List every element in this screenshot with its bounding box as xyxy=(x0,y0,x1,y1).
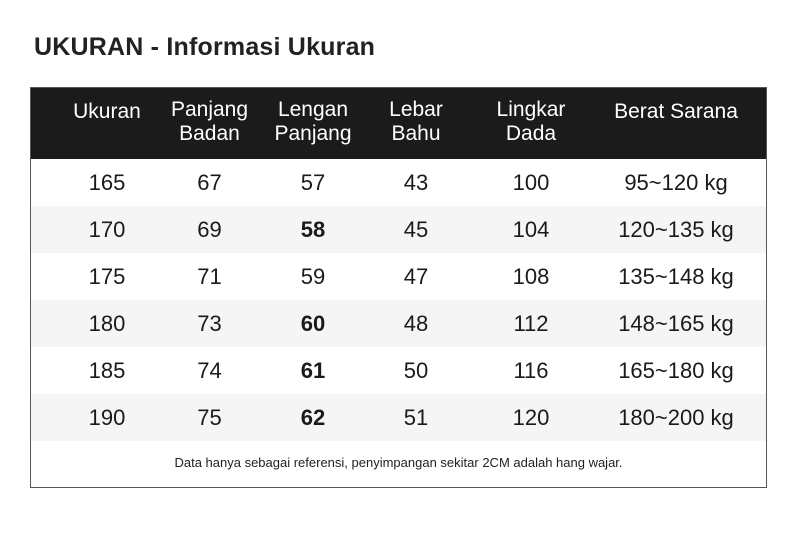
cell-lingkar-dada: 120 xyxy=(512,405,550,430)
cell-lengan-panjang: 59 xyxy=(300,264,326,289)
cell-panjang-badan: 67 xyxy=(197,170,222,195)
cell-lingkar-dada: 116 xyxy=(513,358,549,383)
cell-lebar-bahu: 45 xyxy=(403,217,429,242)
header-ukuran: Ukuran xyxy=(73,100,141,123)
cell-berat-sarana: 95~120 kg xyxy=(624,170,728,195)
table-header: Ukuran Panjang Badan Lengan Panjang Leba… xyxy=(31,88,766,159)
cell-lengan-panjang: 62 xyxy=(300,405,326,430)
cell-ukuran: 190 xyxy=(88,405,126,430)
table-row: 180 73 60 48 112 148~165 kg xyxy=(31,300,766,347)
cell-lingkar-dada: 108 xyxy=(512,264,550,289)
cell-lingkar-dada: 112 xyxy=(513,311,549,336)
cell-ukuran: 185 xyxy=(88,358,126,383)
cell-berat-sarana: 135~148 kg xyxy=(618,264,734,289)
cell-lengan-panjang: 61 xyxy=(300,358,326,383)
cell-lebar-bahu: 48 xyxy=(403,311,429,336)
cell-lingkar-dada: 104 xyxy=(512,217,550,242)
cell-lebar-bahu: 51 xyxy=(403,405,429,430)
cell-panjang-badan: 73 xyxy=(197,311,222,336)
header-panjang-badan: Panjang Badan xyxy=(170,98,249,145)
table-row: 170 69 58 45 104 120~135 kg xyxy=(31,206,766,253)
cell-berat-sarana: 180~200 kg xyxy=(618,405,734,430)
cell-panjang-badan: 69 xyxy=(197,217,222,242)
table-row: 175 71 59 47 108 135~148 kg xyxy=(31,253,766,300)
footnote: Data hanya sebagai referensi, penyimpang… xyxy=(174,455,623,470)
cell-panjang-badan: 74 xyxy=(197,358,222,383)
cell-lingkar-dada: 100 xyxy=(512,170,550,195)
cell-ukuran: 165 xyxy=(88,170,126,195)
header-berat-sarana: Berat Sarana xyxy=(614,100,738,123)
cell-berat-sarana: 165~180 kg xyxy=(618,358,734,383)
cell-ukuran: 175 xyxy=(88,264,126,289)
cell-berat-sarana: 148~165 kg xyxy=(618,311,734,336)
table-row: 185 74 61 50 116 165~180 kg xyxy=(31,347,766,394)
size-table: Ukuran Panjang Badan Lengan Panjang Leba… xyxy=(30,87,767,488)
header-lebar-bahu: Lebar Bahu xyxy=(389,98,443,145)
header-lingkar-dada: Lingkar Dada xyxy=(496,98,566,145)
cell-lebar-bahu: 47 xyxy=(403,264,429,289)
cell-lebar-bahu: 43 xyxy=(403,170,429,195)
table-row: 165 67 57 43 100 95~120 kg xyxy=(31,159,766,206)
cell-lengan-panjang: 58 xyxy=(300,217,326,242)
cell-ukuran: 170 xyxy=(88,217,126,242)
cell-lengan-panjang: 60 xyxy=(300,311,326,336)
header-lengan-panjang: Lengan Panjang xyxy=(274,98,352,145)
cell-panjang-badan: 71 xyxy=(197,264,222,289)
cell-panjang-badan: 75 xyxy=(197,405,222,430)
table-row: 190 75 62 51 120 180~200 kg xyxy=(31,394,766,441)
page-title: UKURAN - Informasi Ukuran xyxy=(34,33,376,61)
cell-lebar-bahu: 50 xyxy=(403,358,429,383)
cell-berat-sarana: 120~135 kg xyxy=(618,217,734,242)
cell-lengan-panjang: 57 xyxy=(300,170,326,195)
cell-ukuran: 180 xyxy=(88,311,126,336)
